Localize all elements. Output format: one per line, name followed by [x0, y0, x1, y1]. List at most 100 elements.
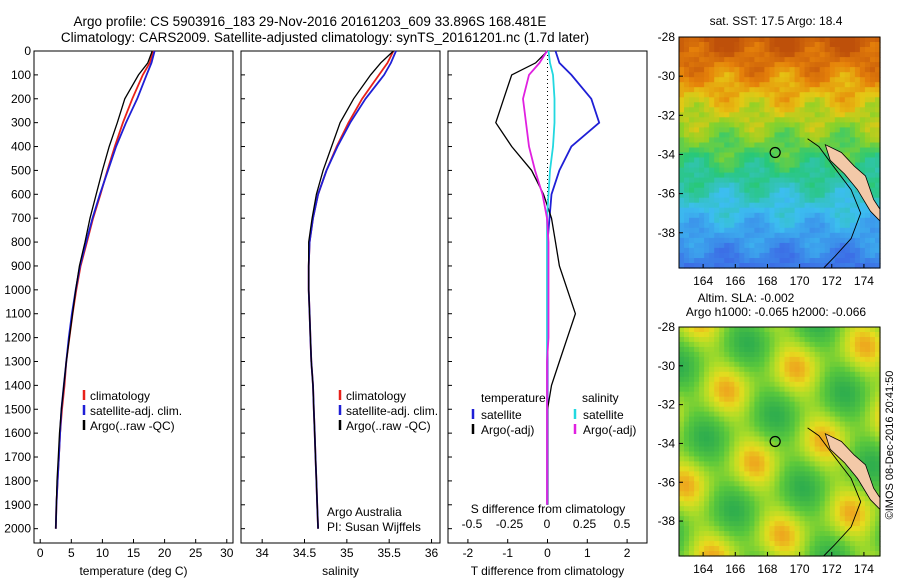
map-cell — [754, 431, 760, 438]
map-cell — [829, 521, 836, 527]
map-cell — [774, 152, 781, 159]
map-cell — [769, 536, 776, 542]
map-cell — [864, 391, 871, 398]
map-cell — [679, 546, 685, 552]
map-cell — [849, 386, 856, 393]
map-cell — [754, 227, 760, 234]
map-cell — [769, 486, 776, 492]
map-cell — [854, 62, 861, 68]
map-cell — [824, 57, 831, 63]
map-cell — [834, 192, 841, 199]
map-cell — [699, 152, 705, 159]
map-cell — [739, 486, 745, 492]
map-cell — [694, 391, 700, 398]
sla-map-xtick-label: 164 — [693, 562, 713, 576]
map-cell — [875, 386, 881, 393]
map-cell — [764, 501, 770, 507]
map-cell — [724, 197, 730, 204]
map-cell — [839, 356, 846, 363]
map-cell — [870, 42, 876, 48]
map-cell — [824, 117, 831, 123]
map-cell — [719, 466, 725, 472]
map-cell — [714, 541, 720, 547]
map-cell — [814, 396, 821, 403]
map-cell — [769, 202, 776, 209]
map-cell — [819, 436, 826, 443]
map-cell — [809, 182, 816, 189]
map-cell — [679, 232, 685, 239]
map-cell — [759, 137, 765, 143]
map-cell — [814, 132, 821, 138]
map-cell — [864, 242, 871, 249]
map-cell — [769, 227, 776, 234]
map-cell — [784, 77, 791, 83]
map-cell — [704, 242, 710, 249]
map-cell — [744, 227, 750, 234]
map-cell — [814, 416, 821, 423]
map-cell — [724, 496, 730, 502]
map-cell — [794, 496, 801, 502]
map-cell — [704, 177, 710, 184]
map-cell — [739, 461, 745, 467]
map-cell — [714, 212, 720, 219]
map-cell — [794, 142, 801, 149]
map-cell — [839, 381, 846, 388]
map-cell — [769, 441, 776, 448]
map-cell — [719, 102, 725, 108]
map-cell — [714, 351, 720, 358]
map-cell — [789, 72, 796, 78]
map-cell — [694, 521, 700, 527]
map-cell — [794, 541, 801, 547]
map-cell — [844, 466, 851, 472]
map-cell — [824, 157, 831, 164]
map-cell — [764, 361, 770, 368]
map-cell — [694, 122, 700, 128]
map-cell — [699, 486, 705, 492]
map-cell — [870, 406, 876, 413]
map-cell — [779, 162, 786, 169]
map-cell — [759, 401, 765, 408]
map-cell — [679, 501, 685, 507]
map-cell — [784, 52, 791, 58]
map-cell — [809, 202, 816, 209]
map-cell — [689, 521, 695, 527]
map-cell — [714, 376, 720, 383]
map-cell — [744, 461, 750, 467]
map-cell — [799, 252, 806, 259]
map-cell — [784, 57, 791, 63]
map-cell — [704, 192, 710, 199]
map-cell — [875, 107, 881, 113]
map-cell — [749, 42, 755, 48]
map-cell — [875, 67, 881, 73]
map-cell — [854, 37, 861, 43]
map-cell — [759, 446, 765, 453]
map-cell — [684, 202, 690, 209]
map-cell — [809, 461, 816, 467]
map-cell — [719, 546, 725, 552]
map-cell — [839, 401, 846, 408]
map-cell — [759, 187, 765, 194]
map-cell — [729, 506, 735, 512]
map-cell — [759, 406, 765, 413]
map-cell — [779, 521, 786, 527]
map-cell — [694, 127, 700, 133]
map-cell — [749, 536, 755, 542]
map-cell — [689, 227, 695, 234]
map-cell — [734, 471, 740, 477]
map-cell — [875, 127, 881, 133]
map-cell — [689, 187, 695, 194]
map-cell — [719, 396, 725, 403]
map-cell — [794, 212, 801, 219]
map-cell — [844, 92, 851, 98]
map-cell — [689, 212, 695, 219]
map-cell — [774, 222, 781, 229]
map-cell — [764, 197, 770, 204]
map-cell — [694, 366, 700, 373]
map-cell — [809, 217, 816, 224]
map-cell — [794, 406, 801, 413]
map-cell — [679, 406, 685, 413]
map-cell — [819, 232, 826, 239]
map-cell — [744, 471, 750, 477]
sst-map-ytick-label: -30 — [658, 69, 676, 83]
map-cell — [799, 217, 806, 224]
